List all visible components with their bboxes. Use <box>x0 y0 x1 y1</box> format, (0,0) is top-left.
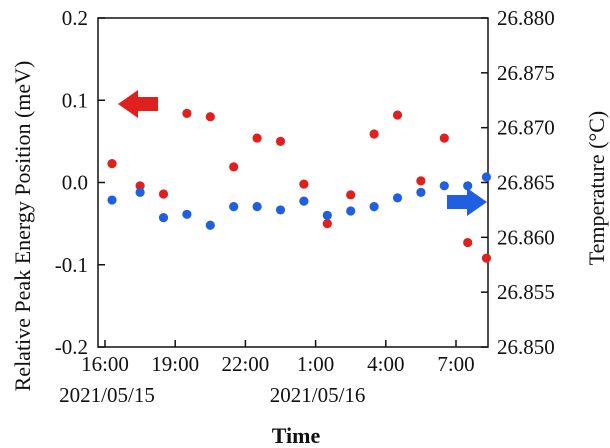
temperature-point <box>369 202 379 212</box>
left-tick-label: 0.0 <box>62 171 88 195</box>
left-tick-label: -0.1 <box>55 253 88 277</box>
x-tick-label: 19:00 <box>151 352 199 376</box>
energy-point <box>158 189 169 199</box>
x-tick-label: 4:00 <box>367 352 404 376</box>
right-axis-ticks: 26.880 26.875 26.870 26.865 26.860 26.855 26.8… <box>481 6 555 359</box>
temperature-point <box>416 187 426 197</box>
right-tick-label: 26.850 <box>497 335 555 359</box>
temperature-point <box>252 202 262 212</box>
energy-point <box>346 190 356 200</box>
temperature-point <box>158 212 169 223</box>
energy-point <box>135 181 145 191</box>
energy-point <box>416 176 426 186</box>
left-tick-label: 0.1 <box>62 88 88 112</box>
x-tick-label: 1:00 <box>297 352 334 376</box>
energy-point <box>205 112 215 122</box>
left-axis-ticks: 0.2 0.1 0.0 -0.1 -0.2 <box>55 6 105 359</box>
energy-point <box>107 158 117 169</box>
x-tick-label: 16:00 <box>81 352 129 376</box>
energy-point <box>322 219 332 229</box>
axis-arrows <box>118 90 487 216</box>
right-arrow-annotation <box>447 188 487 216</box>
temperature-point <box>135 187 145 197</box>
energy-point <box>275 136 286 146</box>
temperature-point <box>439 181 449 191</box>
right-tick-label: 26.870 <box>497 116 555 140</box>
energy-point <box>481 253 492 263</box>
right-tick-label: 26.865 <box>497 171 555 195</box>
left-axis-title: Relative Peak Energy Position (meV) <box>10 61 35 392</box>
temperature-point <box>346 206 356 216</box>
temperature-point <box>275 205 286 215</box>
energy-point <box>182 108 192 119</box>
temperature-point <box>299 196 309 206</box>
plot-frame <box>97 17 489 348</box>
x-axis-ticks: 16:00 2021/05/15 19:00 22:00 1:00 2021/05/164… <box>59 340 475 407</box>
temperature-point <box>182 209 192 219</box>
temperature-point <box>322 210 332 220</box>
left-tick-label: -0.2 <box>55 335 88 359</box>
energy-point <box>392 110 403 120</box>
left-tick-label: 0.2 <box>62 6 88 30</box>
x-tick-label: 7:00 <box>437 352 474 376</box>
temperature-point <box>481 172 492 182</box>
data-points <box>107 108 492 263</box>
temperature-point <box>107 195 117 205</box>
energy-point <box>463 237 473 248</box>
temperature-point <box>392 193 403 203</box>
energy-point <box>229 162 239 172</box>
temperature-point <box>229 202 239 212</box>
left-arrow-annotation <box>118 90 158 118</box>
energy-point <box>299 179 309 189</box>
right-tick-label: 26.875 <box>497 61 555 85</box>
energy-point <box>252 133 262 143</box>
x-axis-title: Time <box>272 423 321 448</box>
temperature-point <box>463 181 473 191</box>
right-axis-title: Temperature (°C) <box>584 111 609 265</box>
right-tick-label: 26.855 <box>497 280 555 304</box>
x-date-label: 2021/05/16 <box>270 383 366 407</box>
x-date-label: 2021/05/15 <box>59 383 155 407</box>
temperature-point <box>205 220 215 230</box>
energy-point <box>439 133 449 143</box>
right-tick-label: 26.880 <box>497 6 555 30</box>
right-tick-label: 26.860 <box>497 225 555 249</box>
energy-point <box>369 129 379 139</box>
x-tick-label: 22:00 <box>221 352 269 376</box>
